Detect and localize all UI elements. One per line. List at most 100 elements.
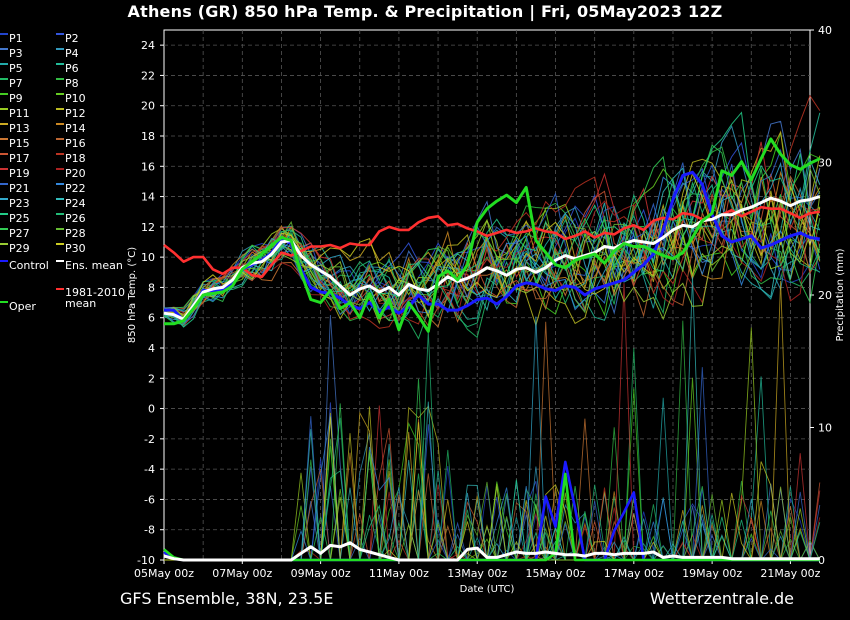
- legend-label: P20: [65, 167, 86, 180]
- legend-item-p28: P28: [56, 227, 86, 240]
- legend-label: P27: [9, 227, 30, 240]
- legend-item-p23: P23: [0, 197, 30, 210]
- legend-item-p4: P4: [56, 47, 79, 60]
- legend-item-p2: P2: [56, 32, 79, 45]
- legend-item-p25: P25: [0, 212, 30, 225]
- member-temp-line: [163, 168, 821, 328]
- x-tick-label: 15May 00z: [526, 567, 586, 580]
- x-tick-label: 05May 00z: [134, 567, 194, 580]
- legend-label: P16: [65, 137, 86, 150]
- legend-item-p9: P9: [0, 92, 23, 105]
- x-tick-label: 21May 00z: [760, 567, 820, 580]
- legend-item-p7: P7: [0, 77, 23, 90]
- legend-label: P30: [65, 242, 86, 255]
- y2-tick-label: 10: [818, 422, 832, 435]
- legend-label: P13: [9, 122, 30, 135]
- legend-swatch: [0, 93, 8, 95]
- x-tick-label: 07May 00z: [212, 567, 272, 580]
- legend-swatch: [56, 78, 64, 80]
- x-tick-label: 17May 00z: [604, 567, 664, 580]
- y-tick-label: -6: [144, 493, 155, 506]
- footer-model-info: GFS Ensemble, 38N, 23.5E: [120, 589, 334, 608]
- legend-item-p22: P22: [56, 182, 86, 195]
- x-tick-label: 11May 00z: [369, 567, 429, 580]
- legend-label: P15: [9, 137, 30, 150]
- member-temp-line: [163, 170, 821, 317]
- legend-item-p16: P16: [56, 137, 86, 150]
- legend-label: P23: [9, 197, 30, 210]
- legend-swatch: [0, 48, 8, 50]
- y-tick-label: 14: [141, 191, 155, 204]
- legend-swatch: [56, 63, 64, 65]
- y-tick-label: 4: [148, 342, 155, 355]
- y-axis-label: 850 hPa Temp. (°C): [127, 247, 138, 343]
- legend-item-p24: P24: [56, 197, 86, 210]
- legend-label: P7: [9, 77, 23, 90]
- y-tick-label: 8: [148, 281, 155, 294]
- y2-tick-label: 20: [818, 289, 832, 302]
- legend-label: P11: [9, 107, 30, 120]
- x-tick-label: 19May 00z: [682, 567, 742, 580]
- legend-swatch: [56, 93, 64, 95]
- legend-label: P24: [65, 197, 86, 210]
- legend-item-p10: P10: [56, 92, 86, 105]
- x-tick-label: 13May 00z: [447, 567, 507, 580]
- legend-label: P26: [65, 212, 86, 225]
- legend-label: P22: [65, 182, 86, 195]
- legend-item-p21: P21: [0, 182, 30, 195]
- legend-swatch: [56, 153, 64, 155]
- legend-swatch: [56, 260, 64, 262]
- legend-label: P8: [65, 77, 79, 90]
- legend-item-p15: P15: [0, 137, 30, 150]
- y-tick-label: 18: [141, 130, 155, 143]
- legend-swatch: [56, 228, 64, 230]
- legend-item-p26: P26: [56, 212, 86, 225]
- legend-label: P6: [65, 62, 79, 75]
- legend-item-p3: P3: [0, 47, 23, 60]
- legend-swatch: [0, 243, 8, 245]
- legend-swatch: [56, 243, 64, 245]
- legend-item-oper: Oper: [0, 300, 36, 313]
- legend-label: P9: [9, 92, 23, 105]
- legend-item-p13: P13: [0, 122, 30, 135]
- legend-item-p17: P17: [0, 152, 30, 165]
- chart-title: Athens (GR) 850 hPa Temp. & Precipitatio…: [127, 2, 723, 21]
- legend-swatch: [56, 138, 64, 140]
- legend-swatch: [0, 63, 8, 65]
- legend-item-p27: P27: [0, 227, 30, 240]
- legend-swatch: [0, 213, 8, 215]
- legend-swatch: [56, 213, 64, 215]
- legend-item-p14: P14: [56, 122, 86, 135]
- legend-item-p12: P12: [56, 107, 86, 120]
- legend-label: P5: [9, 62, 23, 75]
- legend-swatch: [0, 108, 8, 110]
- legend-label: Oper: [9, 300, 36, 313]
- member-temp-line: [163, 201, 821, 325]
- legend-swatch: [56, 168, 64, 170]
- y-tick-label: -4: [144, 463, 155, 476]
- y-tick-label: 16: [141, 160, 155, 173]
- legend-item-p29: P29: [0, 242, 30, 255]
- legend-swatch: [56, 48, 64, 50]
- x-axis-label: Date (UTC): [460, 584, 515, 595]
- legend: P1 P2 P3 P4 P5 P6 P7 P8 P9 P10 P11 P12 P13 P14 P15 P16 P…: [0, 32, 140, 322]
- legend-label: P12: [65, 107, 86, 120]
- legend-item-p1: P1: [0, 32, 23, 45]
- y-tick-label: 2: [148, 372, 155, 385]
- member-temp-line: [163, 157, 821, 313]
- y-tick-label: 0: [148, 403, 155, 416]
- legend-label: 1981-2010 mean: [65, 286, 125, 310]
- legend-label: Ens. mean: [65, 259, 123, 272]
- legend-item-p6: P6: [56, 62, 79, 75]
- member-temp-line: [163, 168, 821, 322]
- legend-item-p30: P30: [56, 242, 86, 255]
- legend-swatch: [0, 260, 8, 262]
- legend-label: P21: [9, 182, 30, 195]
- legend-item-p5: P5: [0, 62, 23, 75]
- y-tick-label: 12: [141, 221, 155, 234]
- y2-tick-label: 30: [818, 157, 832, 170]
- y2-tick-label: 40: [818, 24, 832, 37]
- legend-swatch: [0, 123, 8, 125]
- legend-label: P17: [9, 152, 30, 165]
